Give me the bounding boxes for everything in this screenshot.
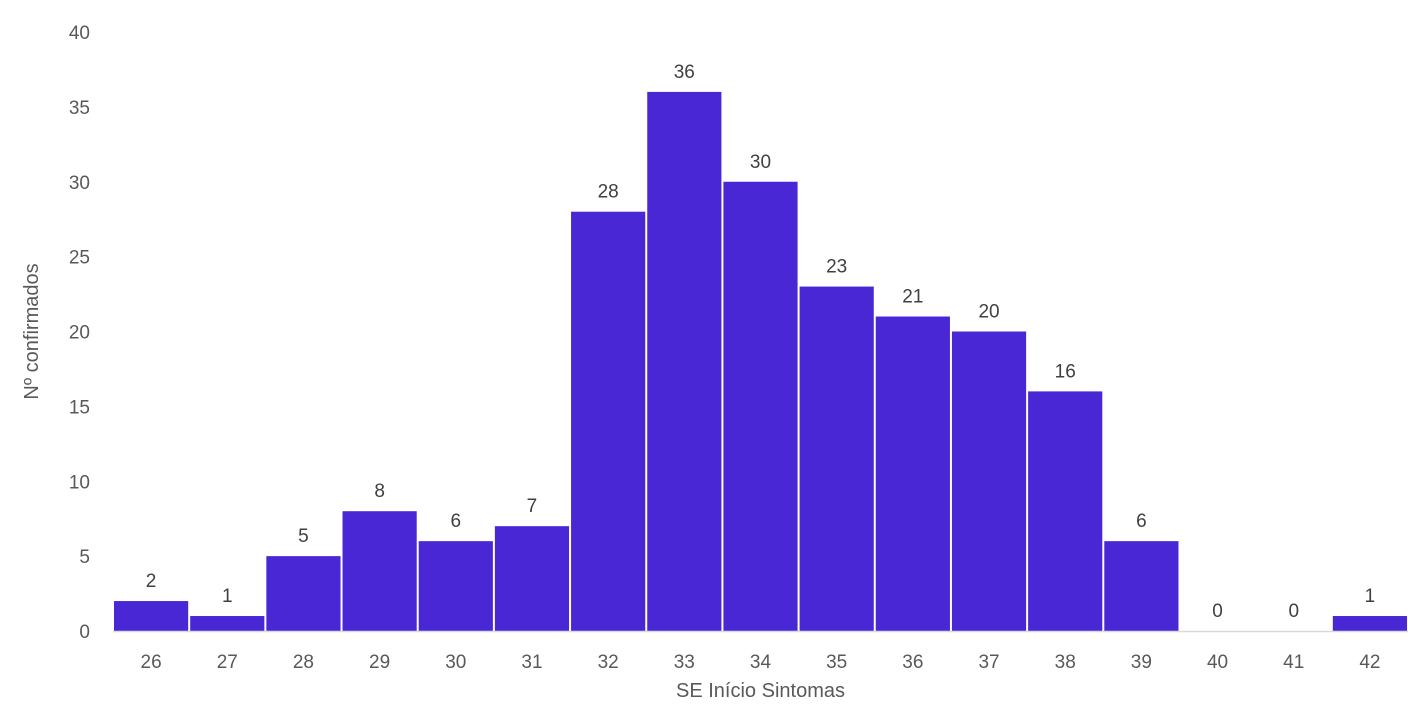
x-axis-title: SE Início Sintomas [676, 680, 845, 702]
bar-31 [494, 526, 570, 631]
x-tick-label-39: 39 [1131, 652, 1152, 673]
data-label-31: 7 [527, 496, 538, 517]
data-label-29: 8 [374, 481, 385, 502]
data-label-27: 1 [222, 586, 233, 607]
bar-29 [342, 511, 417, 631]
data-label-33: 36 [674, 62, 695, 83]
bar-33 [647, 91, 722, 631]
bar-27 [190, 616, 265, 631]
x-tick-label-29: 29 [369, 652, 390, 673]
y-tick-label-40: 40 [69, 23, 90, 44]
x-tick-label-32: 32 [598, 652, 619, 673]
bar-34 [723, 181, 798, 631]
y-axis-title: Nº confirmados [21, 263, 43, 399]
y-tick-label-0: 0 [79, 622, 90, 643]
data-label-28: 5 [298, 526, 309, 547]
data-label-32: 28 [598, 182, 619, 203]
y-tick-label-25: 25 [69, 248, 90, 269]
y-tick-label-20: 20 [69, 323, 90, 344]
x-tick-label-36: 36 [902, 652, 923, 673]
x-tick-label-41: 41 [1283, 652, 1304, 673]
data-label-30: 6 [451, 511, 462, 532]
data-label-40: 0 [1212, 601, 1223, 622]
y-tick-label-10: 10 [69, 472, 90, 493]
bar-28 [266, 556, 341, 632]
data-label-41: 0 [1288, 601, 1299, 622]
data-label-38: 16 [1055, 361, 1076, 382]
y-tick-label-35: 35 [69, 98, 90, 119]
x-tick-label-27: 27 [217, 652, 238, 673]
data-label-42: 1 [1365, 586, 1376, 607]
y-tick-label-15: 15 [69, 397, 90, 418]
x-tick-label-28: 28 [293, 652, 314, 673]
bar-26 [114, 601, 189, 631]
bar-30 [418, 541, 493, 631]
bar-35 [799, 286, 874, 631]
data-label-36: 21 [902, 287, 923, 308]
bar-38 [1028, 391, 1103, 631]
bar-32 [571, 211, 646, 631]
x-axis-ticks: 26 27 28 29 30 31 32 33 34 35 36 37 38 39 40 41 42 [141, 652, 1381, 673]
x-tick-label-31: 31 [521, 652, 542, 673]
y-tick-label-5: 5 [79, 547, 90, 568]
bar-39 [1104, 541, 1179, 631]
data-label-34: 30 [750, 152, 771, 173]
data-label-35: 23 [826, 257, 847, 278]
bar-42 [1332, 616, 1407, 631]
x-tick-label-37: 37 [978, 652, 999, 673]
bars-layer [114, 91, 1407, 632]
x-tick-label-40: 40 [1207, 652, 1228, 673]
y-axis-ticks: 0 5 10 15 20 25 30 35 40 [69, 23, 90, 643]
x-tick-label-34: 34 [750, 652, 772, 673]
data-label-26: 2 [146, 571, 157, 592]
x-tick-label-35: 35 [826, 652, 847, 673]
bar-37 [951, 331, 1027, 631]
x-tick-label-42: 42 [1359, 652, 1380, 673]
x-tick-label-33: 33 [674, 652, 695, 673]
x-tick-label-38: 38 [1055, 652, 1076, 673]
x-tick-label-26: 26 [141, 652, 162, 673]
bar-36 [875, 316, 950, 631]
y-tick-label-30: 30 [69, 173, 90, 194]
data-label-37: 20 [978, 302, 999, 323]
x-tick-label-30: 30 [445, 652, 466, 673]
data-label-39: 6 [1136, 511, 1147, 532]
